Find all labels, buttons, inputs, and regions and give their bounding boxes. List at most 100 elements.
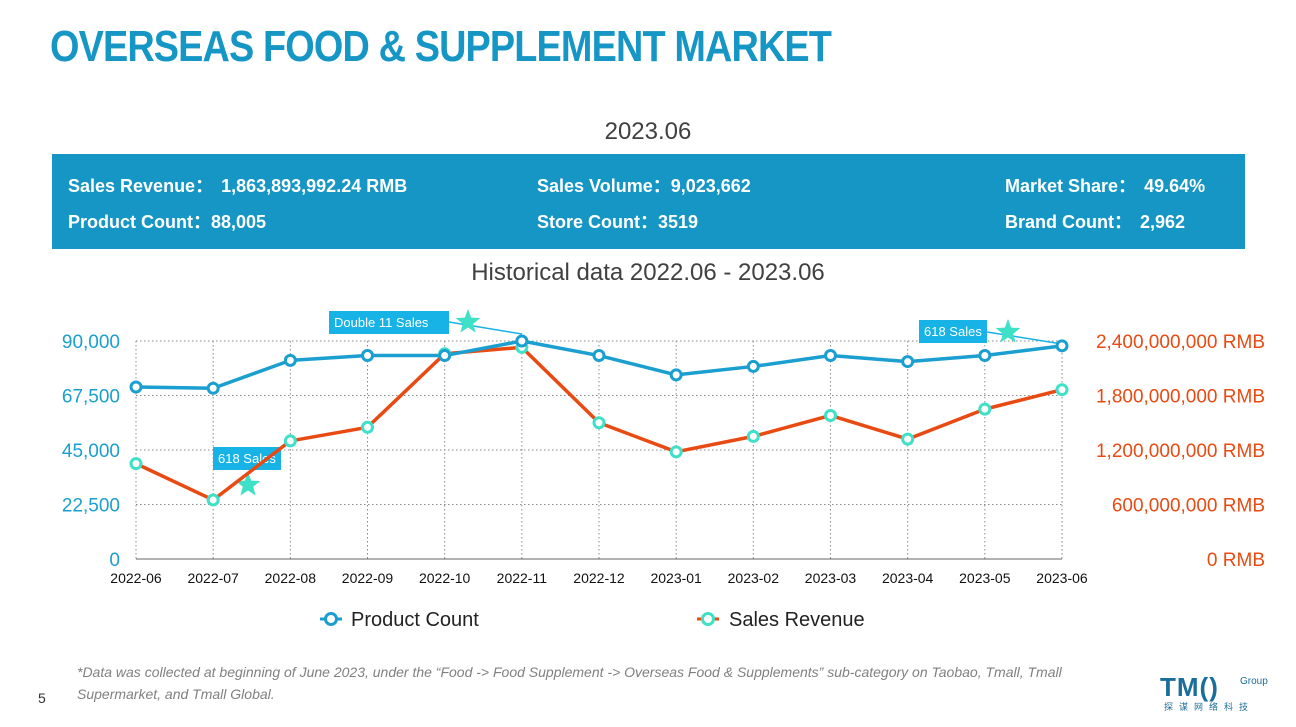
stat-sales-revenue-label: Sales Revenue： xyxy=(68,176,214,196)
product-count-point[interactable] xyxy=(438,349,452,363)
product-count-point[interactable] xyxy=(901,355,915,369)
y-right-tick-label: 2,400,000,000 RMB xyxy=(1096,332,1265,353)
product-count-point[interactable] xyxy=(1055,339,1069,353)
y-left-tick-label: 22,500 xyxy=(62,496,120,517)
y-right-tick-label: 1,200,000,000 RMB xyxy=(1096,441,1265,462)
logo-sup: Group xyxy=(1240,676,1268,687)
x-tick-label: 2023-02 xyxy=(728,570,780,586)
star-icon xyxy=(235,472,261,496)
sales-revenue-point[interactable] xyxy=(978,402,992,416)
sales-revenue-point[interactable] xyxy=(129,457,143,471)
stat-sales-revenue: Sales Revenue： 1,863,893,992.24 RMB xyxy=(68,172,407,198)
sales-revenue-point[interactable] xyxy=(206,493,220,507)
stat-sales-revenue-value: 1,863,893,992.24 RMB xyxy=(221,176,408,196)
series xyxy=(129,334,1069,507)
legend-product-count[interactable]: Product Count xyxy=(320,609,479,631)
annotation-box xyxy=(919,320,987,343)
stat-store-count-label: Store Count： xyxy=(537,212,658,232)
annotation-callout: Double 11 Sales xyxy=(329,309,523,335)
footnote: *Data was collected at beginning of June… xyxy=(77,664,1062,702)
x-tick-label: 2022-08 xyxy=(265,570,317,586)
y-left-tick-label: 0 xyxy=(109,550,120,571)
product-count-point[interactable] xyxy=(669,368,683,382)
y-left-tick-label: 45,000 xyxy=(62,441,120,462)
stat-sales-volume-label: Sales Volume： xyxy=(537,176,671,196)
product-count-point[interactable] xyxy=(592,349,606,363)
stats-panel: Sales Revenue： 1,863,893,992.24 RMB Sales… xyxy=(52,154,1245,249)
page-title: OVERSEAS FOOD & SUPPLEMENT MARKET xyxy=(50,22,832,71)
product-count-point[interactable] xyxy=(515,334,529,348)
period-label: 2023.06 xyxy=(604,118,692,145)
legend-sales-revenue[interactable]: Sales Revenue xyxy=(697,609,865,631)
y-right-tick-label: 1,800,000,000 RMB xyxy=(1096,387,1265,408)
chart-grid xyxy=(135,340,1063,560)
left-axis: 0 22,500 45,000 67,500 90,000 xyxy=(62,332,120,571)
product-count-point[interactable] xyxy=(746,359,760,373)
product-count-point[interactable] xyxy=(824,349,837,363)
sales-revenue-point[interactable] xyxy=(592,416,606,430)
stat-brand-count-value: 2,962 xyxy=(1139,212,1186,232)
chart-legend: Product Count Sales Revenue xyxy=(320,609,865,631)
company-logo: TM() Group 探谋网络科技 xyxy=(1160,672,1280,712)
stat-brand-count-label: Brand Count： xyxy=(1005,212,1132,232)
annotation-box xyxy=(329,311,449,334)
stat-product-count: Product Count：88,005 xyxy=(68,208,266,234)
x-tick-label: 2023-03 xyxy=(805,570,857,586)
product-count-point[interactable] xyxy=(206,381,220,395)
x-tick-label: 2023-06 xyxy=(1036,570,1088,586)
page-number: 5 xyxy=(38,690,46,706)
stat-store-count-value: 3519 xyxy=(658,212,699,232)
stat-product-count-label: Product Count： xyxy=(68,212,211,232)
product-count-point[interactable] xyxy=(283,353,297,367)
x-tick-label: 2023-01 xyxy=(650,570,702,586)
x-tick-label: 2022-11 xyxy=(497,570,548,586)
annotation-box xyxy=(213,447,281,470)
annotation-label: Double 11 Sales xyxy=(334,315,429,330)
stat-market-share: Market Share： 49.64% xyxy=(1005,172,1205,198)
stat-market-share-value: 49.64% xyxy=(1144,176,1206,196)
sales-revenue-point[interactable] xyxy=(746,429,760,443)
stat-sales-volume: Sales Volume：9,023,662 xyxy=(537,172,751,198)
sales-revenue-point[interactable] xyxy=(1055,383,1069,397)
product-count-point[interactable] xyxy=(129,380,143,394)
x-tick-label: 2022-10 xyxy=(419,570,471,586)
sales-revenue-point[interactable] xyxy=(669,445,683,459)
annotation-label: 618 Sales xyxy=(924,324,982,339)
historical-title: Historical data 2022.06 - 2023.06 xyxy=(471,259,825,286)
logo-cn: 探谋网络科技 xyxy=(1164,702,1255,712)
sales-revenue-point[interactable] xyxy=(361,420,374,434)
stat-store-count: Store Count：3519 xyxy=(537,208,698,234)
sales-revenue-point[interactable] xyxy=(283,434,297,448)
annotation-leader xyxy=(448,321,523,335)
product-count-point[interactable] xyxy=(361,349,374,363)
x-tick-label: 2023-05 xyxy=(959,570,1011,586)
right-axis: 0 RMB 600,000,000 RMB 1,200,000,000 RMB 1,8… xyxy=(1096,332,1265,571)
stat-product-count-value: 88,005 xyxy=(210,212,267,232)
x-tick-label: 2023-04 xyxy=(882,570,934,586)
y-right-tick-label: 600,000,000 RMB xyxy=(1112,496,1265,517)
y-left-tick-label: 67,500 xyxy=(62,387,120,408)
sales-revenue-point[interactable] xyxy=(824,408,837,422)
legend-product-count-marker xyxy=(324,612,338,626)
x-tick-label: 2022-07 xyxy=(187,570,239,586)
annotation-leader xyxy=(986,331,1063,345)
x-tick-label: 2022-12 xyxy=(573,570,625,586)
y-left-tick-label: 90,000 xyxy=(62,332,120,353)
x-tick-label: 2022-06 xyxy=(110,570,162,586)
annotation-callout: 618 Sales xyxy=(919,319,1063,345)
legend-product-count-label: Product Count xyxy=(351,609,479,631)
logo-text: TM() xyxy=(1160,672,1219,702)
star-icon xyxy=(995,319,1021,343)
legend-sales-revenue-marker xyxy=(701,612,715,626)
legend-sales-revenue-label: Sales Revenue xyxy=(729,609,865,631)
y-right-tick-label: 0 RMB xyxy=(1207,550,1265,571)
product-count-point[interactable] xyxy=(978,349,992,363)
stat-sales-volume-value: 9,023,662 xyxy=(670,176,751,196)
x-tick-label: 2022-09 xyxy=(342,570,394,586)
x-axis: 2022-06 2022-07 2022-08 2022-09 2022-10 2022-… xyxy=(110,570,1088,586)
stat-market-share-label: Market Share： xyxy=(1005,176,1137,196)
sales-revenue-point[interactable] xyxy=(901,432,915,446)
star-icon xyxy=(455,309,481,333)
